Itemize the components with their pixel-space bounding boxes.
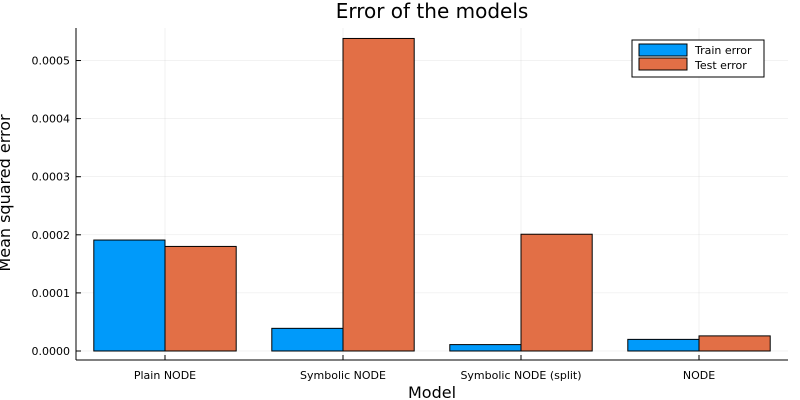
legend-swatch-test [638,57,688,71]
tick-marks [76,60,700,360]
y-tick-labels: 0.0000 0.0001 0.0002 0.0003 0.0004 0.0005 [32,55,71,358]
legend-label-test: Test error [694,59,747,72]
y-tick-label: 0.0001 [32,287,71,300]
x-tick-label: Symbolic NODE [300,369,386,382]
legend-swatch-train [638,43,688,57]
legend-label-train: Train error [694,44,752,57]
x-tick-label: Symbolic NODE (split) [460,369,581,382]
bars [93,37,771,352]
y-tick-label: 0.0000 [32,345,71,358]
bar-train [449,344,522,352]
bar-train [93,239,166,352]
x-tick-label: Plain NODE [134,369,196,382]
y-tick-label: 0.0004 [32,113,71,126]
bar-train [627,338,700,352]
y-tick-label: 0.0005 [32,55,71,68]
y-axis-label: Mean squared error [0,114,14,272]
bar-test [342,37,415,352]
bar-test [164,245,237,352]
bar-train [271,327,344,352]
chart-title: Error of the models [336,0,529,23]
y-tick-label: 0.0003 [32,171,71,184]
bar-test [520,233,593,352]
x-tick-labels: Plain NODE Symbolic NODE Symbolic NODE (sp… [134,369,715,382]
x-tick-label: NODE [683,369,715,382]
bar-test [698,335,771,352]
y-tick-label: 0.0002 [32,229,71,242]
x-axis-label: Model [408,383,456,400]
legend: Train error Test error [631,39,765,78]
